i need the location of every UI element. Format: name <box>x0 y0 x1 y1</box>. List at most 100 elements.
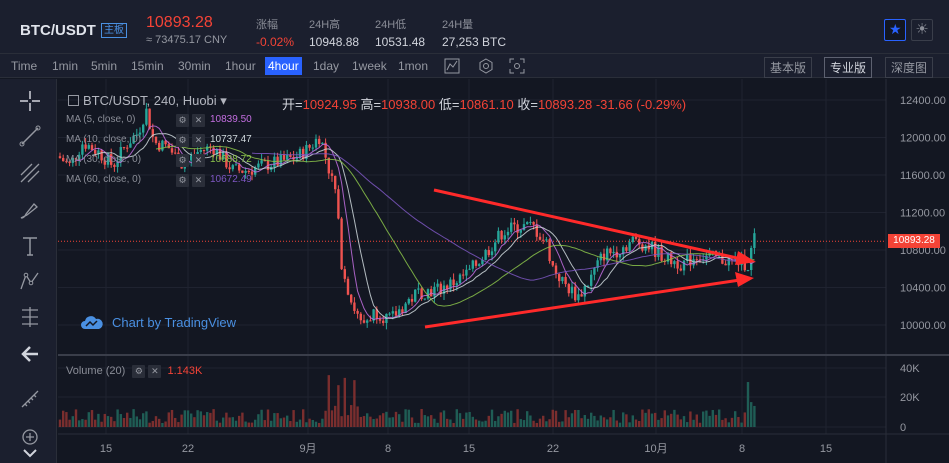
back-arrow-icon[interactable] <box>18 342 42 366</box>
volume-bar <box>689 411 692 427</box>
last-price: 10893.28 <box>146 14 213 31</box>
pair-name[interactable]: BTC/USDT <box>20 22 96 39</box>
volume-legend[interactable]: Volume (20) ⚙ ✕ 1.143K <box>66 365 202 378</box>
candle-body <box>369 320 372 322</box>
candle-body <box>366 320 369 323</box>
candle-body <box>462 274 465 276</box>
ma-label: MA (5, close, 0) <box>66 114 136 125</box>
candle-body <box>199 150 202 152</box>
settings-gear-icon[interactable] <box>478 58 494 74</box>
tf-1hour[interactable]: 1hour <box>225 59 256 73</box>
pattern-icon[interactable] <box>18 269 42 293</box>
candle-body <box>446 285 449 290</box>
volume-bar <box>138 419 142 427</box>
open-label: 开= <box>282 97 303 112</box>
candle-body <box>103 160 106 165</box>
settings-gear-icon[interactable]: ⚙ <box>176 134 189 147</box>
candle-body <box>478 264 481 266</box>
text-tool-icon[interactable] <box>18 234 42 258</box>
candle-body <box>71 157 74 163</box>
candle-body <box>407 298 410 304</box>
symbol-legend[interactable]: BTC/USDT, 240, Huobi ▾ <box>68 93 227 109</box>
candle-body <box>250 171 254 175</box>
candle-body <box>679 268 682 271</box>
favorite-star-icon[interactable] <box>884 19 906 41</box>
candle-body <box>161 140 164 151</box>
pitchfork-icon[interactable] <box>18 161 42 185</box>
volume-bar <box>420 409 423 427</box>
ma-legend-0[interactable]: MA (5, close, 0) <box>66 114 135 125</box>
tf-1mon[interactable]: 1mon <box>398 59 429 73</box>
time-tick: 15 <box>100 443 112 455</box>
volume-bar <box>519 419 522 427</box>
close-icon[interactable]: ✕ <box>192 154 205 167</box>
volume-bar <box>228 417 231 427</box>
volume-bar <box>494 420 497 427</box>
volume-bar <box>174 417 177 427</box>
tf-5min[interactable]: 5min <box>91 59 118 73</box>
volume-bar <box>753 405 756 427</box>
volume-bar <box>330 410 334 427</box>
close-icon[interactable]: ✕ <box>192 174 205 187</box>
settings-gear-icon[interactable]: ⚙ <box>176 174 189 187</box>
view-pro-button[interactable]: 专业版 <box>824 57 873 78</box>
volume-bar <box>484 420 487 427</box>
view-basic-button[interactable]: 基本版 <box>764 57 813 78</box>
volume-bar <box>654 412 657 427</box>
tf-30min[interactable]: 30min <box>178 59 211 73</box>
volume-bar <box>314 421 318 427</box>
candle-body <box>724 263 727 266</box>
volume-bar <box>417 422 420 427</box>
brush-icon[interactable] <box>18 198 42 222</box>
settings-gear-icon[interactable]: ⚙ <box>132 365 146 378</box>
ma-legend-1[interactable]: MA (10, close, 0) <box>66 134 141 145</box>
close-icon[interactable]: ✕ <box>148 365 162 378</box>
tf-time[interactable]: Time <box>11 59 38 73</box>
candle-body <box>126 147 129 149</box>
candle-body <box>398 309 401 316</box>
candle-body <box>727 257 730 266</box>
theme-sun-icon[interactable]: ☀ <box>911 19 933 41</box>
volume-bar <box>644 412 647 427</box>
trend-line-icon[interactable] <box>18 124 42 148</box>
candle-body <box>583 286 586 297</box>
volume-bar <box>676 414 679 427</box>
candle-body <box>474 260 478 266</box>
tradingview-watermark[interactable]: Chart by TradingView <box>76 313 240 339</box>
measure-icon[interactable] <box>18 305 42 329</box>
candle-body <box>378 318 382 321</box>
tf-1min[interactable]: 1min <box>52 59 79 73</box>
ruler-icon[interactable] <box>18 387 42 411</box>
candle-body <box>484 250 487 260</box>
crosshair-icon[interactable] <box>18 89 42 113</box>
fullscreen-icon[interactable] <box>509 58 525 74</box>
candle-body <box>241 170 244 173</box>
volume-bar <box>692 419 695 427</box>
zoom-in-icon[interactable] <box>18 425 42 449</box>
axes: 12400.00 12000.00 11600.00 11200.00 10800.00… <box>58 79 949 463</box>
tf-4hour[interactable]: 4hour <box>265 57 302 75</box>
tf-1day[interactable]: 1day <box>313 59 340 73</box>
view-depth-button[interactable]: 深度图 <box>885 57 934 78</box>
candle-body <box>695 259 698 261</box>
volume-bar <box>100 421 103 427</box>
volume-bar <box>612 409 615 427</box>
candle-body <box>705 255 708 260</box>
volume-bar <box>407 409 410 427</box>
candle-body <box>78 154 81 160</box>
tf-15min[interactable]: 15min <box>131 59 164 73</box>
price-chart[interactable]: 12400.00 12000.00 11600.00 11200.00 10800.00… <box>58 79 949 463</box>
close-icon[interactable]: ✕ <box>192 114 205 127</box>
settings-gear-icon[interactable]: ⚙ <box>176 154 189 167</box>
volume-bar <box>538 418 542 427</box>
volume-bar <box>119 414 122 427</box>
volume-bar <box>206 412 209 427</box>
tf-1week[interactable]: 1week <box>352 59 387 73</box>
settings-gear-icon[interactable]: ⚙ <box>176 114 189 127</box>
chart-type-icon[interactable] <box>444 58 460 74</box>
ma-legend-3[interactable]: MA (60, close, 0) <box>66 174 141 185</box>
close-icon[interactable]: ✕ <box>192 134 205 147</box>
chevron-down-icon[interactable] <box>18 441 42 463</box>
ma-legend-2[interactable]: MA (30, close, 0) <box>66 154 141 165</box>
volume-bar <box>334 405 337 427</box>
